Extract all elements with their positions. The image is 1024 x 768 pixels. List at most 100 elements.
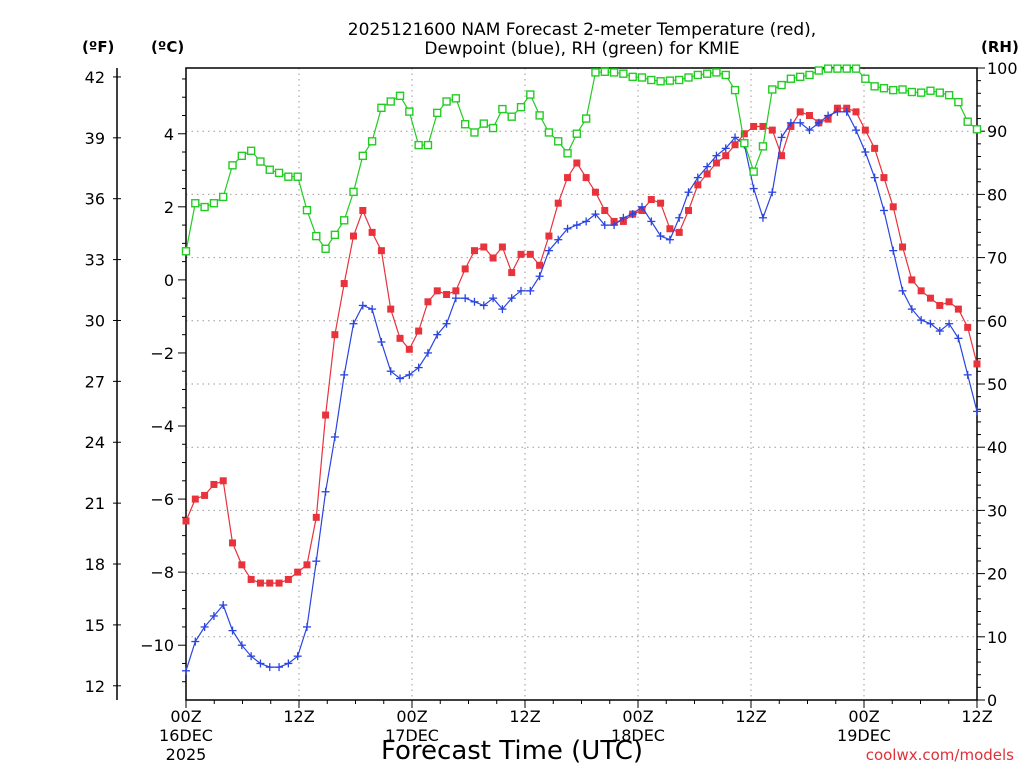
rh-point — [889, 85, 898, 95]
temperature-point — [377, 247, 385, 255]
rh-point — [284, 172, 293, 181]
rh-point — [330, 230, 340, 240]
temperature-point — [526, 250, 534, 258]
rh-point — [749, 167, 758, 176]
temperature-point — [396, 334, 404, 342]
rh-point — [740, 139, 749, 148]
rh-point — [721, 70, 730, 80]
fahrenheit-tick-label: 27 — [85, 372, 105, 391]
dewpoint-point — [963, 370, 972, 379]
dewpoint-point — [842, 107, 851, 116]
dewpoint-point — [824, 111, 833, 120]
dewpoint-point — [302, 622, 311, 631]
temperature-point — [201, 491, 209, 499]
rh-tick-label: 90 — [987, 122, 1007, 141]
temperature-point — [954, 305, 962, 313]
dewpoint-point — [889, 246, 898, 255]
rh-point — [516, 102, 526, 112]
rh-point — [861, 74, 870, 83]
temperature-point — [433, 287, 441, 295]
rh-point — [340, 216, 349, 225]
dewpoint-point — [721, 144, 730, 153]
temperature-point — [545, 232, 553, 240]
rh-tick-label: 0 — [987, 691, 997, 710]
dewpoint-point — [293, 652, 302, 661]
rh-point — [228, 161, 237, 170]
rh-point — [395, 91, 405, 101]
x-tick-label: 00Z — [622, 707, 653, 726]
dewpoint-point — [405, 370, 414, 379]
dewpoint-point — [861, 148, 870, 157]
dewpoint-point — [647, 217, 656, 226]
temperature-point — [387, 305, 395, 313]
fahrenheit-tick-label: 24 — [85, 433, 105, 452]
rh-point — [619, 69, 628, 78]
dewpoint-point — [461, 294, 470, 303]
temperature-point — [415, 327, 423, 335]
celsius-tick-label: −2 — [150, 344, 174, 363]
temperature-point — [936, 301, 944, 309]
rh-point — [526, 90, 535, 99]
rh-point — [805, 70, 814, 80]
dewpoint-point — [526, 286, 535, 295]
rh-tick-label: 40 — [987, 438, 1007, 457]
rh-point — [823, 64, 833, 73]
temperature-point — [666, 225, 674, 233]
rh-point — [451, 94, 461, 103]
dewpoint-point — [898, 286, 907, 295]
x-tick-year-label: 2025 — [166, 745, 207, 764]
temperature-point — [210, 480, 218, 488]
temperature-point — [796, 108, 804, 116]
x-tick-date-label: 16DEC — [159, 726, 213, 745]
rh-point — [181, 247, 191, 256]
rh-point — [963, 117, 972, 126]
temperature-point — [694, 181, 702, 189]
rh-point — [470, 128, 479, 137]
rh-point — [488, 123, 498, 133]
rh-point — [321, 244, 330, 253]
dewpoint-point — [386, 367, 395, 376]
temperature-point — [312, 513, 320, 521]
celsius-tick-label: −4 — [150, 417, 174, 436]
temperature-point — [852, 108, 860, 116]
dewpoint-line — [185, 111, 978, 671]
dewpoint-point — [563, 224, 572, 233]
rh-point — [954, 97, 963, 107]
dewpoint-point — [619, 213, 628, 222]
dewpoint-point — [247, 652, 256, 661]
rh-point — [814, 66, 823, 75]
temperature-point — [554, 199, 562, 207]
rh-point — [563, 149, 572, 158]
rh-point — [786, 74, 796, 83]
temperature-point — [880, 174, 888, 182]
rh-point — [972, 125, 982, 134]
temperature-point — [899, 243, 907, 251]
fahrenheit-tick-label: 18 — [85, 555, 105, 574]
celsius-tick-label: −10 — [140, 636, 174, 655]
fahrenheit-tick-label: 21 — [85, 494, 105, 513]
dewpoint-point — [852, 126, 861, 135]
rh-point — [907, 87, 917, 97]
temperature-point — [489, 254, 497, 262]
dewpoint-point — [637, 202, 646, 211]
rh-point — [274, 168, 284, 178]
data-series — [181, 64, 982, 675]
dewpoint-point — [833, 107, 842, 116]
rh-point — [600, 67, 609, 76]
temperature-point — [452, 287, 460, 295]
dewpoint-point — [423, 348, 432, 357]
temperature-point — [657, 199, 665, 207]
rh-point — [795, 72, 805, 82]
rh-tick-label: 100 — [987, 59, 1018, 78]
temperature-point — [861, 126, 869, 134]
temperature-point — [564, 174, 572, 182]
temperature-point — [229, 539, 237, 547]
temperature-point — [182, 517, 190, 525]
rh-tick-label: 20 — [987, 565, 1007, 584]
temperature-point — [470, 247, 478, 255]
rh-point — [460, 120, 470, 129]
temperature-point — [322, 411, 330, 419]
temperature-point — [508, 269, 516, 277]
rh-tick-label: 10 — [987, 628, 1007, 647]
